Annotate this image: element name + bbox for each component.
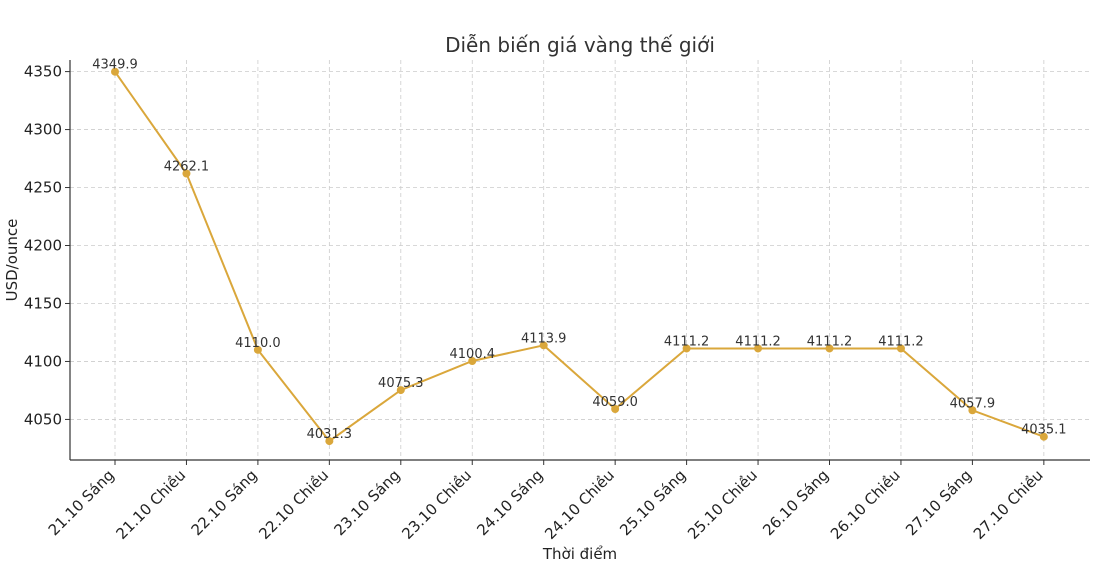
x-tick-label: 25.10 Chiều (684, 466, 761, 543)
data-label: 4111.2 (664, 334, 710, 349)
data-label: 4113.9 (521, 331, 567, 346)
x-tick-label: 26.10 Chiều (827, 466, 904, 543)
y-tick-label: 4350 (24, 63, 62, 81)
y-axis-label: USD/ounce (3, 219, 21, 302)
axes (65, 60, 1090, 465)
data-label: 4349.9 (92, 58, 138, 73)
data-point (325, 437, 334, 446)
chart-title: Diễn biến giá vàng thế giới (445, 33, 715, 57)
x-tick-label: 23.10 Chiều (398, 466, 475, 543)
data-point (682, 344, 691, 353)
x-tick-label: 24.10 Chiều (541, 466, 618, 543)
series-line (114, 71, 1045, 443)
data-point (611, 404, 620, 413)
data-label: 4035.1 (1021, 423, 1067, 438)
y-tick-labels: 4050 4100 4150 4200 4250 4300 4350 (24, 63, 62, 429)
data-point (468, 356, 477, 365)
y-tick-label: 4150 (24, 294, 62, 312)
data-point (825, 344, 834, 353)
series-line-layer (114, 71, 1045, 443)
y-tick-label: 4100 (24, 352, 62, 370)
y-tick-label: 4050 (24, 410, 62, 428)
x-tick-label: 27.10 Sáng (902, 466, 975, 539)
x-tick-label: 26.10 Sáng (759, 466, 832, 539)
data-label: 4057.9 (950, 396, 996, 411)
data-label: 4111.2 (878, 334, 924, 349)
data-point (111, 67, 119, 76)
x-axis-label: Thời điểm (542, 545, 617, 563)
y-tick-label: 4200 (24, 237, 62, 255)
y-tick-label: 4250 (24, 179, 62, 197)
x-tick-label: 21.10 Sáng (45, 466, 118, 539)
data-label: 4111.2 (735, 334, 781, 349)
x-tick-label: 23.10 Sáng (330, 466, 403, 539)
data-label: 4059.0 (592, 395, 638, 410)
data-point (182, 169, 191, 178)
data-point (896, 344, 905, 353)
grid-lines (70, 60, 1090, 460)
data-label: 4100.4 (450, 347, 496, 362)
data-point (1039, 432, 1048, 441)
data-label: 4110.0 (235, 336, 281, 351)
x-tick-label: 27.10 Chiều (970, 466, 1047, 543)
data-point (754, 344, 763, 353)
data-label: 4075.3 (378, 376, 424, 391)
x-tick-label: 22.10 Chiều (255, 466, 332, 543)
data-point (968, 406, 977, 415)
data-label: 4031.3 (307, 427, 353, 442)
data-point (539, 341, 548, 350)
data-label: 4111.2 (807, 334, 853, 349)
data-points (111, 67, 1048, 446)
y-tick-label: 4300 (24, 121, 62, 139)
data-point (253, 345, 262, 354)
x-tick-label: 22.10 Sáng (188, 466, 261, 539)
data-labels: 4349.9 4262.1 4110.0 4031.3 4075.3 4100.4 4113… (92, 58, 1066, 442)
data-point (396, 386, 405, 395)
x-tick-label: 24.10 Sáng (473, 466, 546, 539)
data-label: 4262.1 (164, 160, 210, 175)
x-tick-label: 25.10 Sáng (616, 466, 689, 539)
x-tick-label: 21.10 Chiều (112, 466, 189, 543)
